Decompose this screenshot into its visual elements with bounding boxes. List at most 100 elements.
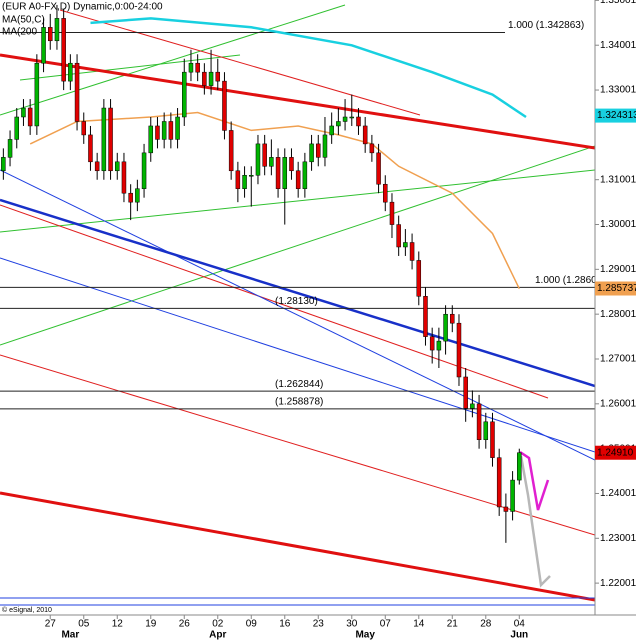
candle-body <box>275 157 281 189</box>
candle-body <box>403 242 408 248</box>
trend-line <box>0 257 595 453</box>
candle-body <box>135 188 140 203</box>
x-tick-label: 23 <box>313 619 325 630</box>
candle-body <box>21 107 26 118</box>
candle-body <box>48 27 53 42</box>
candle-body <box>470 403 475 409</box>
candle-body <box>316 143 321 158</box>
candle-body <box>262 143 267 167</box>
candle-body <box>369 143 375 154</box>
candle-body <box>409 242 415 261</box>
candle-body <box>302 161 308 189</box>
candle-body <box>27 107 33 127</box>
candle-body <box>7 139 13 158</box>
price-marker <box>595 445 636 460</box>
candle-body <box>88 134 93 163</box>
trend-line <box>0 198 595 388</box>
candle-body <box>362 125 368 145</box>
candle-body <box>295 170 301 189</box>
candle-body <box>242 175 247 189</box>
projection <box>519 455 551 588</box>
ma-line <box>29 111 520 290</box>
y-tick-label: 1.340013 <box>600 40 636 51</box>
candle-body <box>208 71 214 86</box>
ma-line <box>90 17 527 119</box>
y-tick-label: 1.240012 <box>600 488 636 499</box>
price-marker-label: 1.324313 <box>597 110 636 121</box>
candle-body <box>450 313 455 324</box>
axes: 1.350014 1.340013 1.330013 1.310013 1.300013… <box>45 0 636 640</box>
candle-body <box>34 62 40 127</box>
candle-body <box>490 421 495 458</box>
copyright: © eSignal, 2010 <box>2 606 52 614</box>
month-label: Apr <box>209 630 226 640</box>
x-tick-label: 02 <box>212 619 224 630</box>
candle-body <box>14 116 20 140</box>
y-tick-label: 1.350014 <box>600 0 636 6</box>
candle-body <box>476 403 482 440</box>
candle-body <box>456 322 462 378</box>
candle-body <box>423 296 428 337</box>
candle-body <box>155 125 160 140</box>
candle-body <box>68 62 73 82</box>
candle-body <box>416 260 422 297</box>
y-tick-label: 1.290013 <box>600 264 636 275</box>
candle-body <box>389 201 395 225</box>
candle-body <box>222 80 227 131</box>
candle-body <box>148 125 154 154</box>
x-tick-label: 30 <box>346 619 358 630</box>
candle-body <box>483 421 489 440</box>
x-tick-label: 14 <box>413 619 425 630</box>
candle-body <box>349 116 355 119</box>
x-tick-label: 07 <box>380 619 392 630</box>
candle-body <box>141 152 147 189</box>
candle-body <box>81 121 87 136</box>
candle-body <box>1 157 6 172</box>
candle-body <box>168 121 174 140</box>
candle-body <box>188 62 194 73</box>
trend-line <box>0 4 346 116</box>
price-marker-label: 1.24910 <box>597 447 634 458</box>
x-tick-label: 26 <box>179 619 191 630</box>
candle-body <box>336 121 341 127</box>
candle-body <box>289 157 294 172</box>
plot: 1.000 (1.342863) 1.000 (1.28600 (1.28130) (… <box>0 4 603 543</box>
candle-body <box>429 336 435 351</box>
level-label: (1.258878) <box>275 397 323 408</box>
candle-body <box>510 479 515 512</box>
x-tick-label: 09 <box>246 619 258 630</box>
level-label: 1.000 (1.28600 <box>535 275 603 286</box>
trend-line <box>19 54 241 81</box>
price-marker <box>595 281 636 296</box>
candle-body <box>503 506 509 512</box>
candle-body <box>342 116 348 122</box>
chart-title: (EUR A0-FX,D) Dynamic,0:00-24:00 <box>2 2 163 13</box>
candle-body <box>235 170 241 189</box>
candle-body <box>61 18 66 82</box>
trend-line <box>0 53 595 150</box>
candle-body <box>195 62 200 73</box>
x-tick-label: 12 <box>112 619 124 630</box>
y-tick-label: 1.280013 <box>600 309 636 320</box>
legend-entry: MA(200 <box>2 27 37 38</box>
candle-body <box>322 134 328 158</box>
trend-line <box>0 491 595 602</box>
candle-body <box>41 27 46 64</box>
candle-body <box>54 18 60 42</box>
y-tick-label: 1.230012 <box>600 533 636 544</box>
candle-body <box>101 107 107 172</box>
trend-line <box>0 169 595 233</box>
y-tick-label: 1.330013 <box>600 85 636 96</box>
candle-body <box>108 107 113 172</box>
x-tick-label: 28 <box>480 619 492 630</box>
candle-body <box>463 376 468 409</box>
candle-body <box>175 116 180 140</box>
trend-line <box>0 354 595 536</box>
x-tick-label: 05 <box>78 619 90 630</box>
level-label: (1.262844) <box>275 379 323 390</box>
candle-body <box>121 161 127 194</box>
x-tick-label: 19 <box>145 619 157 630</box>
